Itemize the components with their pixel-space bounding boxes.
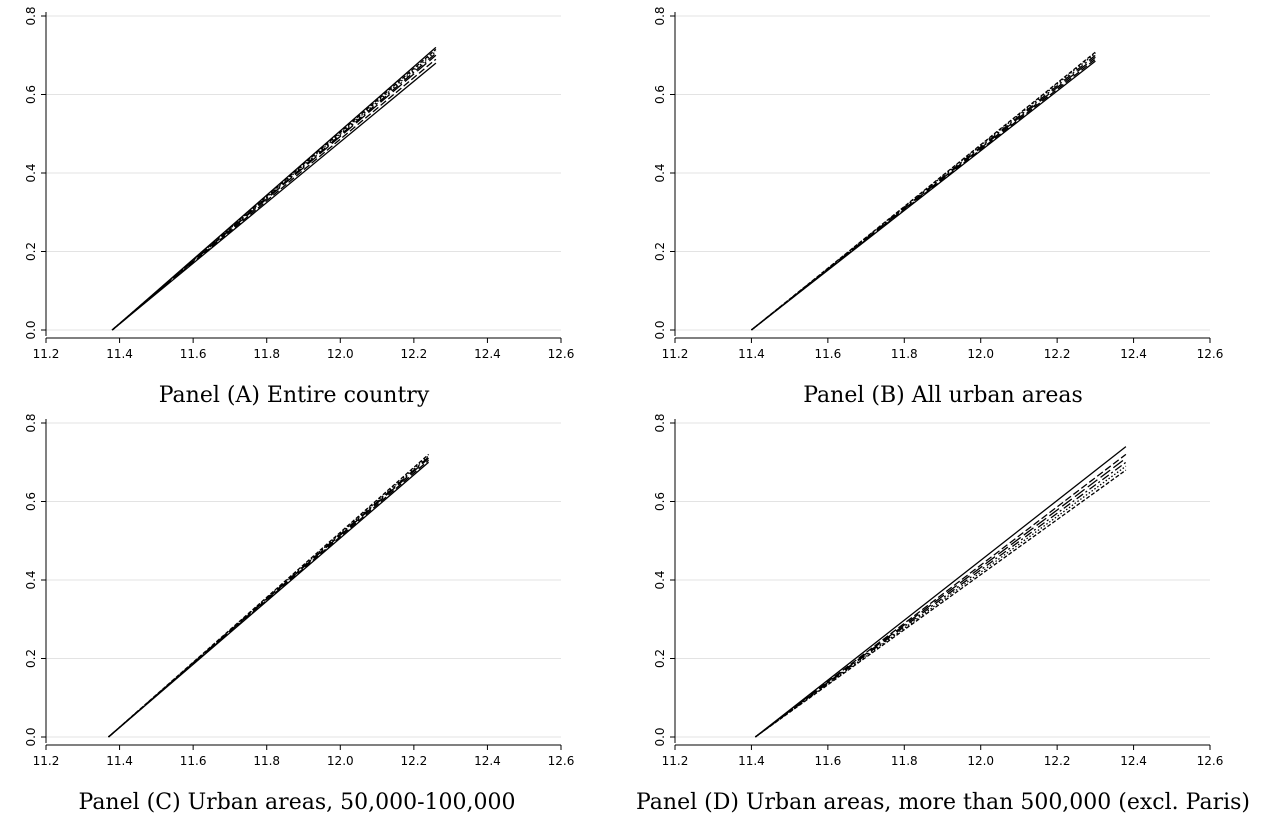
series-line-3 xyxy=(754,457,1127,738)
x-tick-label: 11.6 xyxy=(814,347,841,361)
panel-c: 0.0 0.2 0.4 0.6 0.8 11.2 11.4 11.6 11.8 12.0 12.2 1… xyxy=(24,413,574,815)
panel-caption: Panel (A) Entire country xyxy=(159,383,430,408)
x-tick-label: 11.2 xyxy=(33,754,60,768)
x-tick-label: 12.2 xyxy=(1044,754,1071,768)
x-tick-label: 11.2 xyxy=(662,754,689,768)
x-tick-label: 12.6 xyxy=(548,754,575,768)
y-tick-label: 0.2 xyxy=(653,649,667,668)
x-tick-label: 12.2 xyxy=(1044,347,1071,361)
series-line-7 xyxy=(111,46,437,331)
x-tick-label: 12.4 xyxy=(474,347,501,361)
x-tick-label: 12.4 xyxy=(1120,347,1147,361)
series-line-6 xyxy=(111,48,437,331)
y-tick-label: 0.8 xyxy=(24,6,38,25)
series-line-4 xyxy=(750,54,1096,331)
y-tick-label: 0.6 xyxy=(24,85,38,104)
x-tick-label: 12.0 xyxy=(327,754,354,768)
y-tick-label: 0.4 xyxy=(653,570,667,589)
x-tick-label: 11.4 xyxy=(738,754,765,768)
x-tick-label: 12.4 xyxy=(1120,754,1147,768)
x-tick-label: 11.4 xyxy=(106,754,133,768)
y-tick-label: 0.0 xyxy=(653,727,667,746)
series-line-1 xyxy=(754,446,1127,738)
x-tick-label: 12.0 xyxy=(967,347,994,361)
x-tick-label: 11.8 xyxy=(253,347,280,361)
series-line-4 xyxy=(754,461,1127,738)
y-tick-label: 0.2 xyxy=(653,242,667,261)
panel-caption: Panel (B) All urban areas xyxy=(803,383,1083,408)
y-tick-label: 0.4 xyxy=(653,163,667,182)
y-tick-label: 0.0 xyxy=(24,727,38,746)
y-tick-label: 0.2 xyxy=(24,242,38,261)
y-tick-label: 0.0 xyxy=(653,320,667,339)
series-line-5 xyxy=(108,455,430,738)
panel-a: 0.0 0.2 0.4 0.6 0.8 11.2 11.4 11.6 11.8 12.0 12.2 1… xyxy=(24,6,574,408)
panel-caption: Panel (D) Urban areas, more than 500,000… xyxy=(636,790,1250,815)
y-tick-label: 0.6 xyxy=(24,492,38,511)
x-tick-label: 11.8 xyxy=(891,754,918,768)
series-line-6 xyxy=(754,469,1127,738)
x-tick-label: 11.8 xyxy=(253,754,280,768)
series-line-2 xyxy=(754,453,1127,738)
y-tick-label: 0.8 xyxy=(653,6,667,25)
x-tick-label: 12.6 xyxy=(1197,754,1224,768)
x-tick-label: 12.2 xyxy=(400,347,427,361)
panel-d: 0.0 0.2 0.4 0.6 0.8 11.2 11.4 11.6 11.8 12.0 12.2 1… xyxy=(636,413,1250,815)
x-tick-label: 12.2 xyxy=(400,754,427,768)
x-tick-label: 11.6 xyxy=(814,754,841,768)
series-line-6 xyxy=(108,453,430,738)
panel-b: 0.0 0.2 0.4 0.6 0.8 11.2 11.4 11.6 11.8 12.0 12.2 1… xyxy=(653,6,1223,408)
x-tick-label: 11.2 xyxy=(33,347,60,361)
y-tick-label: 0.6 xyxy=(653,85,667,104)
y-tick-label: 0.8 xyxy=(24,413,38,432)
x-tick-label: 11.8 xyxy=(891,347,918,361)
x-tick-label: 11.4 xyxy=(106,347,133,361)
x-tick-label: 11.4 xyxy=(738,347,765,361)
x-tick-label: 12.6 xyxy=(1197,347,1224,361)
series-line-5 xyxy=(754,465,1127,738)
y-tick-label: 0.2 xyxy=(24,649,38,668)
y-tick-label: 0.0 xyxy=(24,320,38,339)
x-tick-label: 12.4 xyxy=(474,754,501,768)
panel-caption: Panel (C) Urban areas, 50,000-100,000 xyxy=(79,790,516,815)
y-tick-label: 0.6 xyxy=(653,492,667,511)
series-line-1 xyxy=(111,62,437,331)
x-tick-label: 12.6 xyxy=(548,347,575,361)
x-tick-label: 12.0 xyxy=(967,754,994,768)
x-tick-label: 11.6 xyxy=(180,347,207,361)
series-line-3 xyxy=(750,56,1096,331)
x-tick-label: 11.2 xyxy=(662,347,689,361)
x-tick-label: 11.6 xyxy=(180,754,207,768)
series-line-2 xyxy=(111,58,437,331)
y-tick-label: 0.8 xyxy=(653,413,667,432)
series-line-6 xyxy=(750,51,1096,331)
y-tick-label: 0.4 xyxy=(24,570,38,589)
x-tick-label: 12.0 xyxy=(327,347,354,361)
y-tick-label: 0.4 xyxy=(24,163,38,182)
